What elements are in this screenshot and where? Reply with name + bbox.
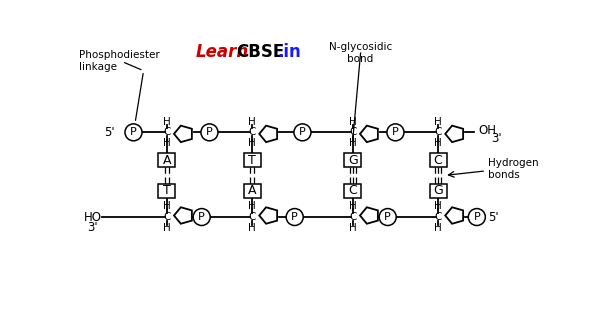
Text: P: P [299, 127, 306, 137]
FancyBboxPatch shape [159, 184, 175, 198]
Text: H: H [163, 223, 171, 233]
Text: H: H [434, 138, 442, 148]
Text: H: H [349, 116, 357, 126]
Text: P: P [198, 212, 205, 222]
Circle shape [125, 124, 142, 141]
Text: H: H [434, 201, 442, 211]
Text: Learn: Learn [195, 43, 249, 61]
Text: 5': 5' [488, 211, 498, 224]
Text: H: H [163, 138, 171, 148]
FancyBboxPatch shape [159, 153, 175, 167]
Text: A: A [163, 154, 171, 166]
Text: P: P [130, 127, 137, 137]
FancyBboxPatch shape [429, 184, 447, 198]
Text: .in: .in [277, 43, 301, 61]
Text: C: C [163, 212, 171, 222]
Text: C: C [248, 212, 256, 222]
Text: H: H [434, 116, 442, 126]
Text: C: C [248, 127, 256, 137]
Circle shape [469, 209, 485, 226]
Text: C: C [163, 127, 171, 137]
Text: CBSE: CBSE [236, 43, 284, 61]
Text: H: H [248, 201, 256, 211]
Text: T: T [248, 154, 256, 166]
Text: C: C [434, 212, 442, 222]
Text: Hydrogen
bonds: Hydrogen bonds [488, 158, 539, 180]
Text: H: H [163, 201, 171, 211]
Text: C: C [434, 154, 443, 166]
FancyBboxPatch shape [344, 184, 361, 198]
Text: C: C [349, 184, 357, 197]
Text: P: P [473, 212, 480, 222]
Text: P: P [384, 212, 391, 222]
Text: H: H [349, 223, 357, 233]
Text: H: H [349, 138, 357, 148]
Text: H: H [248, 223, 256, 233]
Text: G: G [433, 184, 443, 197]
Circle shape [387, 124, 404, 141]
Text: H: H [248, 138, 256, 148]
Circle shape [379, 209, 396, 226]
Circle shape [201, 124, 218, 141]
Text: C: C [434, 127, 442, 137]
Circle shape [294, 124, 311, 141]
Text: 5': 5' [104, 126, 115, 139]
Circle shape [286, 209, 303, 226]
Circle shape [193, 209, 210, 226]
Text: P: P [206, 127, 213, 137]
Text: H: H [434, 223, 442, 233]
FancyBboxPatch shape [344, 153, 361, 167]
Text: 3': 3' [87, 220, 98, 234]
Text: N-glycosidic
bond: N-glycosidic bond [329, 42, 392, 64]
Text: P: P [392, 127, 399, 137]
Text: G: G [348, 154, 358, 166]
Text: H: H [349, 201, 357, 211]
Text: C: C [349, 212, 356, 222]
Text: A: A [248, 184, 256, 197]
Text: OH: OH [478, 124, 496, 137]
FancyBboxPatch shape [429, 153, 447, 167]
Text: H: H [163, 116, 171, 126]
Text: C: C [349, 127, 356, 137]
Text: T: T [163, 184, 171, 197]
Text: H: H [248, 116, 256, 126]
Text: Phosphodiester
linkage: Phosphodiester linkage [79, 50, 160, 72]
FancyBboxPatch shape [244, 184, 260, 198]
Text: P: P [291, 212, 298, 222]
FancyBboxPatch shape [244, 153, 260, 167]
Text: HO: HO [83, 211, 101, 224]
Text: 3': 3' [491, 132, 502, 145]
